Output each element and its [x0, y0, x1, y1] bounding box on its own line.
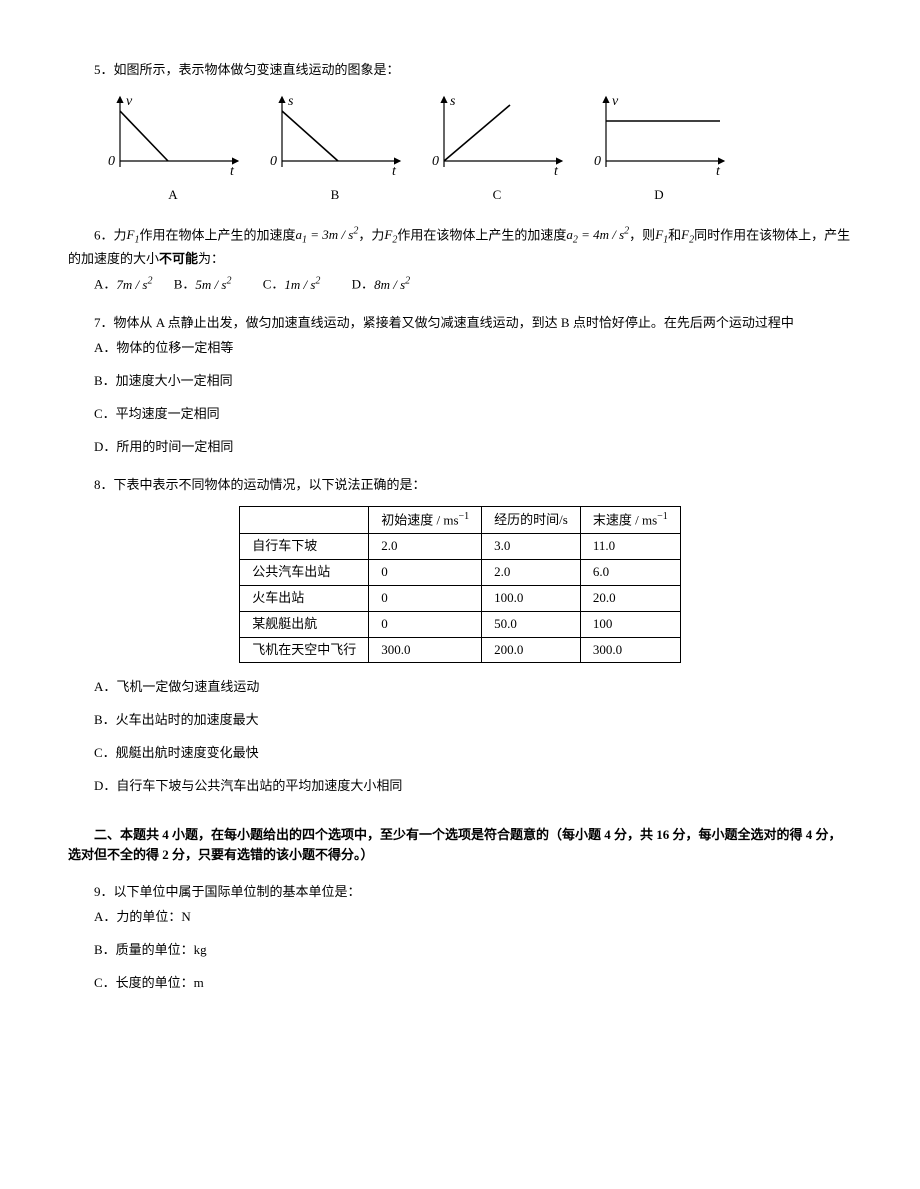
q8-opt-C: C．舰艇出航时速度变化最快	[68, 743, 852, 764]
table-row: 火车出站0100.020.0	[240, 585, 681, 611]
svg-text:0: 0	[432, 154, 439, 169]
q7-opt-C: C．平均速度一定相同	[68, 404, 852, 425]
q5-graphs: v t 0 A s t 0 B s t 0	[98, 91, 852, 206]
q9-number: 9．	[94, 884, 114, 899]
q9-options: A．力的单位：N B．质量的单位：kg C．长度的单位：m	[68, 907, 852, 993]
q6-opt-D: D．	[352, 277, 374, 292]
table-cell: 2.0	[369, 534, 482, 560]
graph-C-label: C	[493, 185, 502, 206]
table-cell: 0	[369, 611, 482, 637]
q6-prefix: 力	[114, 227, 127, 242]
graph-C-ylabel: s	[450, 94, 456, 109]
q8-col-0	[240, 507, 369, 534]
q7-opt-B: B．加速度大小一定相同	[68, 371, 852, 392]
graph-B: s t 0 B	[260, 91, 410, 206]
q8-header-row: 初始速度 / ms−1 经历的时间/s 末速度 / ms−1	[240, 507, 681, 534]
table-row: 某舰艇出航050.0100	[240, 611, 681, 637]
q5-stem: 5．如图所示，表示物体做匀变速直线运动的图象是：	[68, 60, 852, 81]
table-cell: 200.0	[482, 637, 581, 663]
q9-opt-A: A．力的单位：N	[68, 907, 852, 928]
q9-text: 以下单位中属于国际单位制的基本单位是：	[114, 884, 361, 899]
table-cell: 公共汽车出站	[240, 560, 369, 586]
svg-text:0: 0	[108, 154, 115, 169]
table-row: 自行车下坡2.03.011.0	[240, 534, 681, 560]
q6-number: 6．	[94, 227, 114, 242]
table-row: 公共汽车出站02.06.0	[240, 560, 681, 586]
q8-opt-B: B．火车出站时的加速度最大	[68, 710, 852, 731]
question-7: 7．物体从 A 点静止出发，做匀加速直线运动，紧接着又做匀减速直线运动，到达 B…	[68, 313, 852, 457]
table-cell: 11.0	[580, 534, 680, 560]
q6-bold: 不可能	[159, 251, 198, 266]
svg-text:0: 0	[594, 154, 601, 169]
table-cell: 20.0	[580, 585, 680, 611]
q6-opt-B: B．	[174, 277, 196, 292]
graph-D-ylabel: v	[612, 94, 619, 109]
graph-C-xlabel: t	[554, 164, 559, 179]
q8-opt-D: D．自行车下坡与公共汽车出站的平均加速度大小相同	[68, 776, 852, 797]
table-row: 飞机在天空中飞行300.0200.0300.0	[240, 637, 681, 663]
table-cell: 火车出站	[240, 585, 369, 611]
graph-C-svg: s t 0	[422, 91, 572, 179]
graph-D-xlabel: t	[716, 164, 721, 179]
section2-header: 二、本题共 4 小题，在每小题给出的四个选项中，至少有一个选项是符合题意的（每小…	[68, 825, 852, 867]
question-9: 9．以下单位中属于国际单位制的基本单位是： A．力的单位：N B．质量的单位：k…	[68, 882, 852, 993]
table-cell: 100.0	[482, 585, 581, 611]
q9-stem: 9．以下单位中属于国际单位制的基本单位是：	[68, 882, 852, 903]
q6-options: A．7m / s2 B．5m / s2 C．1m / s2 D．8m / s2	[68, 273, 852, 295]
table-cell: 300.0	[369, 637, 482, 663]
question-6: 6．力F1作用在物体上产生的加速度a1 = 3m / s2，力F2作用在该物体上…	[68, 224, 852, 296]
table-cell: 2.0	[482, 560, 581, 586]
graph-A-svg: v t 0	[98, 91, 248, 179]
svg-text:0: 0	[270, 154, 277, 169]
q8-col-3: 末速度 / ms−1	[580, 507, 680, 534]
graph-B-label: B	[331, 185, 340, 206]
q6-opt-A: A．	[94, 277, 116, 292]
graph-D-label: D	[654, 185, 663, 206]
graph-B-xlabel: t	[392, 164, 397, 179]
q8-number: 8．	[94, 477, 114, 492]
table-cell: 3.0	[482, 534, 581, 560]
graph-B-svg: s t 0	[260, 91, 410, 179]
q9-opt-C: C．长度的单位：m	[68, 973, 852, 994]
q7-text: 物体从 A 点静止出发，做匀加速直线运动，紧接着又做匀减速直线运动，到达 B 点…	[114, 315, 794, 330]
q8-options: A．飞机一定做匀速直线运动 B．火车出站时的加速度最大 C．舰艇出航时速度变化最…	[68, 677, 852, 796]
q8-table-body: 自行车下坡2.03.011.0公共汽车出站02.06.0火车出站0100.020…	[240, 534, 681, 663]
table-cell: 0	[369, 560, 482, 586]
q7-opt-D: D．所用的时间一定相同	[68, 437, 852, 458]
q5-text: 如图所示，表示物体做匀变速直线运动的图象是：	[114, 62, 400, 77]
graph-C: s t 0 C	[422, 91, 572, 206]
q8-table: 初始速度 / ms−1 经历的时间/s 末速度 / ms−1 自行车下坡2.03…	[239, 506, 681, 663]
table-cell: 0	[369, 585, 482, 611]
question-8: 8．下表中表示不同物体的运动情况，以下说法正确的是： 初始速度 / ms−1 经…	[68, 475, 852, 796]
graph-D: v t 0 D	[584, 91, 734, 206]
table-cell: 50.0	[482, 611, 581, 637]
table-cell: 自行车下坡	[240, 534, 369, 560]
graph-D-svg: v t 0	[584, 91, 734, 179]
table-cell: 300.0	[580, 637, 680, 663]
table-cell: 飞机在天空中飞行	[240, 637, 369, 663]
table-cell: 100	[580, 611, 680, 637]
table-cell: 某舰艇出航	[240, 611, 369, 637]
q7-number: 7．	[94, 315, 114, 330]
graph-A: v t 0 A	[98, 91, 248, 206]
q7-stem: 7．物体从 A 点静止出发，做匀加速直线运动，紧接着又做匀减速直线运动，到达 B…	[68, 313, 852, 334]
graph-A-ylabel: v	[126, 94, 133, 109]
q8-stem: 8．下表中表示不同物体的运动情况，以下说法正确的是：	[68, 475, 852, 496]
q8-text: 下表中表示不同物体的运动情况，以下说法正确的是：	[114, 477, 426, 492]
graph-A-label: A	[168, 185, 177, 206]
q7-options: A．物体的位移一定相等 B．加速度大小一定相同 C．平均速度一定相同 D．所用的…	[68, 338, 852, 457]
graph-A-xlabel: t	[230, 164, 235, 179]
graph-B-ylabel: s	[288, 94, 294, 109]
q8-opt-A: A．飞机一定做匀速直线运动	[68, 677, 852, 698]
q9-opt-B: B．质量的单位：kg	[68, 940, 852, 961]
q6-opt-C: C．	[263, 277, 285, 292]
q8-col-2: 经历的时间/s	[482, 507, 581, 534]
table-cell: 6.0	[580, 560, 680, 586]
q5-number: 5．	[94, 62, 114, 77]
q6-stem: 6．力F1作用在物体上产生的加速度a1 = 3m / s2，力F2作用在该物体上…	[68, 224, 852, 270]
q7-opt-A: A．物体的位移一定相等	[68, 338, 852, 359]
q8-col-1: 初始速度 / ms−1	[369, 507, 482, 534]
question-5: 5．如图所示，表示物体做匀变速直线运动的图象是： v t 0 A s t 0	[68, 60, 852, 206]
